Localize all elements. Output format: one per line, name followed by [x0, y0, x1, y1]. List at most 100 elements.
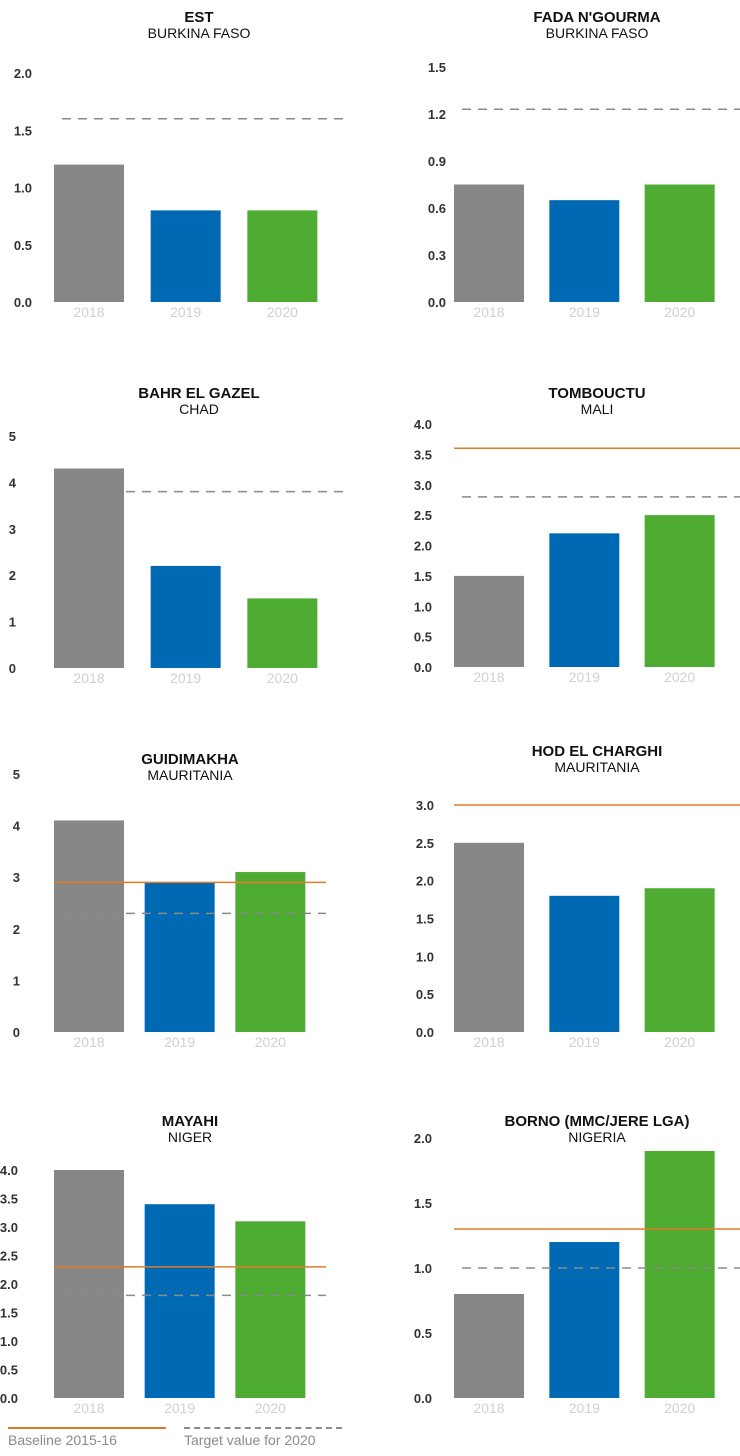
bar-2018: [54, 468, 124, 668]
y-tick-label: 2.0: [414, 1131, 432, 1146]
x-tick-label: 2019: [164, 1034, 195, 1050]
bar-2018: [54, 164, 124, 302]
y-tick-label: 4: [9, 475, 17, 490]
chart-title: MAYAHI: [162, 1113, 218, 1130]
y-tick-label: 3.5: [0, 1192, 18, 1207]
x-tick-label: 2020: [267, 670, 298, 686]
y-tick-label: 1.5: [14, 123, 32, 138]
y-tick-label: 0.0: [414, 660, 432, 675]
chart-subtitle: MALI: [581, 401, 614, 417]
chart-8: BORNO (MMC/JERE LGA)NIGERIA 0.0 0.5 1.0 1.5 2…: [414, 1113, 740, 1416]
chart-title: EST: [184, 9, 213, 26]
y-tick-label: 2.0: [0, 1277, 18, 1292]
y-tick-label: 5: [9, 429, 16, 444]
chart-subtitle: BURKINA FASO: [148, 25, 251, 41]
y-tick-label: 1.5: [414, 569, 432, 584]
bar-2020: [247, 210, 318, 302]
y-tick-label: 1.0: [414, 599, 432, 614]
y-tick-label: 0.0: [428, 295, 446, 310]
y-tick-label: 0: [13, 1025, 20, 1040]
y-tick-label: 1.0: [414, 1261, 432, 1276]
y-tick-label: 1.2: [428, 107, 446, 122]
x-tick-label: 2018: [473, 304, 504, 320]
chart-subtitle: CHAD: [179, 401, 219, 417]
y-tick-label: 2.5: [414, 508, 432, 523]
y-tick-label: 0.6: [428, 201, 446, 216]
bar-2018: [54, 1170, 124, 1398]
y-tick-label: 1.5: [0, 1306, 18, 1321]
y-tick-label: 3.0: [416, 798, 434, 813]
x-tick-label: 2019: [170, 304, 201, 320]
y-tick-label: 0.0: [0, 1391, 18, 1406]
chart-title: BORNO (MMC/JERE LGA): [505, 1113, 690, 1130]
y-tick-label: 2.0: [414, 539, 432, 554]
chart-title: TOMBOUCTU: [548, 385, 645, 402]
chart-title: GUIDIMAKHA: [141, 751, 239, 768]
legend-target-label: Target value for 2020: [184, 1432, 316, 1448]
x-tick-label: 2018: [473, 1034, 504, 1050]
legend-target-swatch: [184, 1427, 342, 1429]
y-tick-label: 4.0: [414, 417, 432, 432]
chart-subtitle: BURKINA FASO: [546, 25, 649, 41]
bar-2019: [150, 210, 221, 302]
y-tick-label: 0.0: [414, 1391, 432, 1406]
bar-2018: [454, 842, 524, 1032]
x-tick-label: 2019: [569, 1034, 600, 1050]
x-tick-label: 2018: [73, 1400, 104, 1416]
bar-2018: [454, 1294, 524, 1398]
bar-2019: [150, 565, 221, 668]
y-tick-label: 2.5: [416, 836, 434, 851]
bar-2020: [644, 184, 715, 302]
legend-target: Target value for 2020: [184, 1427, 342, 1448]
y-tick-label: 3.0: [0, 1220, 18, 1235]
legend-baseline-label: Baseline 2015-16: [8, 1432, 117, 1448]
y-tick-label: 1.5: [416, 912, 434, 927]
y-tick-label: 0.0: [416, 1025, 434, 1040]
bar-2020: [247, 598, 318, 668]
chart-title: HOD EL CHARGHI: [532, 743, 663, 760]
chart-title: FADA N'GOURMA: [533, 9, 660, 26]
x-tick-label: 2020: [267, 304, 298, 320]
chart-subtitle: MAURITANIA: [147, 767, 233, 783]
x-tick-label: 2018: [73, 1034, 104, 1050]
y-tick-label: 3.0: [414, 478, 432, 493]
y-tick-label: 2.0: [416, 874, 434, 889]
x-tick-label: 2018: [473, 1400, 504, 1416]
x-tick-label: 2019: [170, 670, 201, 686]
y-tick-label: 3: [9, 522, 16, 537]
bar-2020: [644, 1151, 715, 1398]
x-tick-label: 2018: [73, 304, 104, 320]
y-tick-label: 2: [13, 922, 20, 937]
bar-2020: [644, 888, 715, 1032]
x-tick-label: 2018: [73, 670, 104, 686]
y-tick-label: 1.0: [0, 1334, 18, 1349]
x-tick-label: 2020: [255, 1034, 286, 1050]
y-tick-label: 1: [13, 973, 20, 988]
chart-title: BAHR EL GAZEL: [138, 385, 259, 402]
chart-legend: Baseline 2015-16 Target value for 2020: [0, 1426, 740, 1456]
y-tick-label: 0.5: [416, 987, 434, 1002]
x-tick-label: 2020: [255, 1400, 286, 1416]
bar-2019: [549, 1242, 620, 1398]
chart-subtitle: NIGERIA: [568, 1129, 626, 1145]
x-tick-label: 2019: [569, 669, 600, 685]
y-tick-label: 2.5: [0, 1249, 18, 1264]
bar-2019: [144, 1204, 215, 1398]
legend-baseline-swatch: [8, 1427, 166, 1429]
bar-2019: [549, 533, 620, 667]
bar-2018: [454, 575, 524, 667]
x-tick-label: 2020: [664, 304, 695, 320]
x-tick-label: 2020: [664, 1400, 695, 1416]
bar-2019: [144, 882, 215, 1032]
y-tick-label: 5: [13, 767, 20, 782]
y-tick-label: 2.0: [14, 66, 32, 81]
y-tick-label: 3: [13, 870, 20, 885]
y-tick-label: 2: [9, 568, 16, 583]
bar-2018: [454, 184, 524, 302]
x-tick-label: 2019: [569, 1400, 600, 1416]
